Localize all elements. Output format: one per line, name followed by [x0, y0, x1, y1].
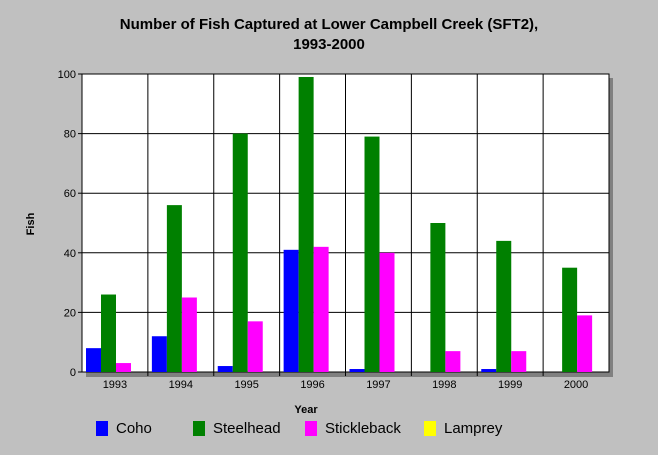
bar-steelhead-1998	[430, 223, 446, 372]
bar-steelhead-1996	[298, 76, 314, 372]
bar-coho-1996	[283, 249, 299, 372]
bar-stickleback-1995	[247, 321, 263, 372]
chart-title-line-2: 1993-2000	[293, 36, 365, 53]
bar-coho-1994	[151, 336, 167, 372]
x-tick-label: 1998	[432, 379, 456, 391]
legend-label: Coho	[116, 420, 152, 437]
bar-coho-1995	[217, 366, 233, 372]
legend-swatch	[193, 421, 205, 436]
bar-stickleback-1999	[511, 351, 527, 372]
legend-swatch	[424, 421, 436, 436]
bar-steelhead-1995	[232, 133, 248, 372]
x-tick-label: 1999	[498, 379, 522, 391]
bar-steelhead-1994	[166, 205, 182, 372]
tick-labels: 0 20 40 60 80 100 1993 1994 1995 1996 1997 1998 1999…	[58, 69, 589, 391]
y-tick-label: 0	[70, 367, 76, 379]
bar-stickleback-1996	[313, 246, 329, 372]
bars	[86, 76, 593, 372]
bar-stickleback-2000	[577, 315, 593, 372]
chart-title-line-1: Number of Fish Captured at Lower Campbel…	[119, 16, 539, 33]
legend-swatch	[305, 421, 317, 436]
y-tick-label: 100	[58, 69, 76, 81]
x-tick-label: 1997	[366, 379, 390, 391]
legend-label: Lamprey	[444, 420, 503, 437]
bar-stickleback-1997	[379, 252, 395, 372]
bar-stickleback-1994	[181, 297, 197, 372]
y-tick-label: 40	[64, 248, 76, 260]
bar-coho-1999	[481, 369, 497, 372]
y-tick-label: 80	[64, 129, 76, 141]
bar-steelhead-1997	[364, 136, 380, 372]
bar-steelhead-2000	[562, 267, 578, 372]
y-tick-label: 20	[64, 307, 76, 319]
x-axis-label: Year	[294, 404, 318, 416]
bar-coho-1997	[349, 369, 365, 372]
x-tick-label: 1993	[103, 379, 127, 391]
bar-coho-1993	[86, 348, 101, 372]
x-tick-label: 2000	[564, 379, 588, 391]
bar-steelhead-1999	[496, 240, 512, 372]
bar-steelhead-1993	[101, 294, 116, 372]
x-tick-label: 1996	[300, 379, 324, 391]
y-tick-label: 60	[64, 188, 76, 200]
bar-stickleback-1998	[445, 351, 461, 372]
x-tick-label: 1994	[169, 379, 193, 391]
legend-swatch	[96, 421, 108, 436]
x-tick-label: 1995	[234, 379, 258, 391]
bar-stickleback-1993	[116, 363, 131, 372]
legend-label: Stickleback	[325, 420, 401, 437]
legend-label: Steelhead	[213, 420, 281, 437]
y-axis-label: Fish	[25, 212, 37, 235]
